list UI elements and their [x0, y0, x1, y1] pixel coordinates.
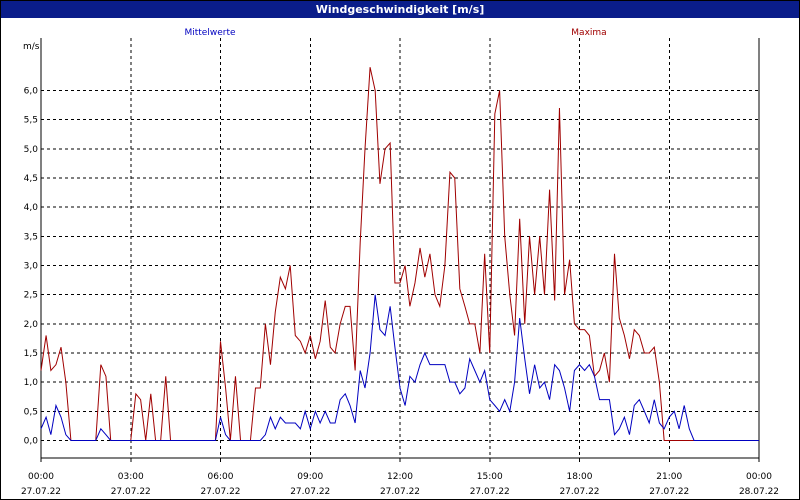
tick-labels: 0,0 0,5 1,0 1,5 2,0 2,5 3,0 3,5 4,0 4,5 5,0 5,5 6,0 0… [21, 28, 779, 497]
y-tick-label: 0,0 [24, 437, 39, 447]
x-tick-time: 00:00 [28, 472, 54, 482]
x-tick-time: 03:00 [118, 472, 144, 482]
y-tick-label: 3,5 [24, 232, 38, 242]
y-tick-label: 0,5 [24, 407, 38, 417]
y-tick-label: 5,5 [24, 116, 38, 126]
y-tick-label: 4,0 [24, 203, 39, 213]
x-tick-time: 12:00 [387, 472, 413, 482]
legend-label-maxima: Maxima [571, 28, 606, 38]
grid [41, 38, 759, 458]
series-line-mittelwerte [40, 294, 759, 441]
y-tick-label: 2,0 [24, 320, 39, 330]
y-tick-label: 6,0 [24, 87, 39, 97]
series-line-maxima [40, 67, 759, 441]
x-tick-date: 27.07.22 [111, 487, 151, 497]
y-tick-label: 5,0 [24, 145, 39, 155]
y-tick-label: 3,0 [24, 262, 39, 272]
legend-label-mittelwerte: Mittelwerte [184, 28, 235, 38]
y-tick-label: 1,0 [24, 378, 39, 388]
x-tick-time: 18:00 [567, 472, 593, 482]
x-tick-date: 27.07.22 [380, 487, 420, 497]
x-tick-time: 09:00 [297, 472, 323, 482]
y-tick-label: 1,5 [24, 349, 38, 359]
axes [40, 38, 760, 462]
x-tick-time: 21:00 [656, 472, 682, 482]
y-tick-label: 4,5 [24, 174, 38, 184]
x-tick-date: 27.07.22 [200, 487, 240, 497]
x-tick-date: 28.07.22 [739, 487, 779, 497]
x-tick-date: 27.07.22 [21, 487, 61, 497]
y-tick-label: 2,5 [24, 291, 38, 301]
x-tick-date: 27.07.22 [649, 487, 689, 497]
x-tick-date: 27.07.22 [470, 487, 510, 497]
x-tick-time: 15:00 [477, 472, 503, 482]
series-lines [40, 67, 759, 441]
x-tick-time: 00:00 [746, 472, 772, 482]
x-tick-date: 27.07.22 [559, 487, 599, 497]
chart-title: Windgeschwindigkeit [m/s] [1, 1, 799, 18]
x-tick-time: 06:00 [208, 472, 234, 482]
x-tick-date: 27.07.22 [290, 487, 330, 497]
y-axis-unit: m/s [23, 42, 40, 52]
